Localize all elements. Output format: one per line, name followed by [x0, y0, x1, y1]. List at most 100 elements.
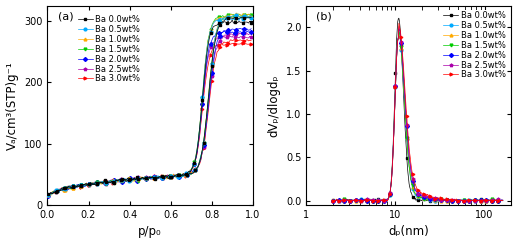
- Legend: Ba 0.0wt%, Ba 0.5wt%, Ba 1.0wt%, Ba 1.5wt%, Ba 2.0wt%, Ba 2.5wt%, Ba 3.0wt%: Ba 0.0wt%, Ba 0.5wt%, Ba 1.0wt%, Ba 1.5w…: [77, 14, 142, 85]
- Ba 2.0wt%: [431, 199, 437, 202]
- Ba 1.0wt%: [331, 199, 338, 202]
- Ba 3.0wt%: [396, 22, 402, 25]
- Line: Ba 3.0wt%: Ba 3.0wt%: [47, 37, 252, 197]
- Ba 0.5wt%: [212, 33, 219, 36]
- Ba 1.5wt%: [187, 173, 193, 175]
- Ba 0.5wt%: [474, 199, 480, 202]
- Ba 2.0wt%: [248, 27, 254, 30]
- Line: Ba 1.0wt%: Ba 1.0wt%: [331, 29, 504, 202]
- Ba 1.5wt%: [153, 174, 159, 177]
- Ba 2.0wt%: [237, 27, 244, 30]
- Ba 1.5wt%: [330, 199, 336, 202]
- Ba 2.5wt%: [396, 25, 402, 28]
- Ba 2.5wt%: [484, 199, 491, 202]
- X-axis label: dₚ(nm): dₚ(nm): [388, 225, 429, 238]
- Ba 1.0wt%: [435, 198, 441, 201]
- Ba 2.0wt%: [330, 198, 337, 201]
- Ba 3.0wt%: [330, 199, 336, 202]
- Text: (b): (b): [316, 11, 332, 21]
- Ba 0.5wt%: [248, 14, 254, 17]
- Ba 1.5wt%: [500, 199, 506, 202]
- Ba 1.5wt%: [248, 14, 254, 17]
- Ba 0.5wt%: [186, 173, 192, 175]
- Ba 3.0wt%: [160, 176, 166, 179]
- Ba 1.5wt%: [227, 12, 234, 15]
- Line: Ba 1.0wt%: Ba 1.0wt%: [47, 12, 252, 197]
- Ba 2.5wt%: [112, 181, 118, 183]
- Ba 2.0wt%: [212, 46, 219, 49]
- Ba 1.0wt%: [396, 29, 402, 31]
- Ba 1.5wt%: [435, 199, 441, 202]
- Ba 2.0wt%: [474, 199, 480, 202]
- Ba 1.0wt%: [161, 175, 167, 178]
- Ba 0.5wt%: [396, 31, 402, 34]
- Ba 0.0wt%: [396, 17, 402, 20]
- Ba 2.5wt%: [474, 199, 480, 202]
- Ba 1.5wt%: [330, 199, 337, 202]
- Ba 0.5wt%: [160, 175, 166, 178]
- Ba 1.0wt%: [127, 178, 133, 181]
- Ba 0.0wt%: [240, 15, 246, 18]
- Ba 1.0wt%: [474, 199, 480, 202]
- Ba 1.0wt%: [500, 199, 506, 202]
- Line: Ba 1.5wt%: Ba 1.5wt%: [331, 30, 504, 202]
- Ba 0.0wt%: [212, 37, 219, 40]
- Ba 2.5wt%: [431, 198, 437, 201]
- Ba 1.5wt%: [432, 199, 438, 202]
- Ba 2.5wt%: [434, 196, 440, 199]
- Ba 3.0wt%: [434, 197, 440, 200]
- Ba 2.0wt%: [151, 175, 158, 178]
- Ba 1.5wt%: [113, 178, 119, 181]
- Ba 0.0wt%: [186, 173, 192, 175]
- Ba 2.5wt%: [330, 199, 337, 202]
- Legend: Ba 0.0wt%, Ba 0.5wt%, Ba 1.0wt%, Ba 1.5wt%, Ba 2.0wt%, Ba 2.5wt%, Ba 3.0wt%: Ba 0.0wt%, Ba 0.5wt%, Ba 1.0wt%, Ba 1.5w…: [442, 10, 507, 81]
- Ba 1.5wt%: [432, 197, 438, 200]
- Line: Ba 0.5wt%: Ba 0.5wt%: [47, 13, 252, 196]
- Ba 2.5wt%: [212, 48, 219, 51]
- Ba 2.5wt%: [45, 193, 52, 196]
- Ba 2.5wt%: [240, 31, 246, 34]
- Ba 0.0wt%: [500, 199, 506, 202]
- Ba 0.5wt%: [45, 193, 52, 196]
- Line: Ba 2.5wt%: Ba 2.5wt%: [331, 25, 504, 202]
- Line: Ba 1.5wt%: Ba 1.5wt%: [47, 12, 252, 196]
- Ba 0.0wt%: [474, 199, 480, 202]
- Ba 2.0wt%: [500, 199, 506, 202]
- Ba 1.0wt%: [187, 171, 193, 174]
- Text: (a): (a): [58, 11, 73, 21]
- Ba 0.5wt%: [112, 180, 118, 183]
- Ba 3.0wt%: [212, 57, 219, 60]
- Y-axis label: Vₐ/cm³(STP)g⁻¹: Vₐ/cm³(STP)g⁻¹: [6, 61, 19, 150]
- Ba 3.0wt%: [248, 39, 254, 42]
- Ba 1.0wt%: [47, 194, 53, 197]
- Ba 0.5wt%: [233, 13, 239, 16]
- Line: Ba 3.0wt%: Ba 3.0wt%: [331, 22, 504, 202]
- Ba 1.5wt%: [214, 28, 220, 31]
- Ba 3.0wt%: [112, 181, 118, 184]
- Ba 3.0wt%: [45, 194, 52, 197]
- Ba 0.0wt%: [331, 199, 337, 202]
- Ba 2.0wt%: [396, 27, 402, 30]
- Line: Ba 2.0wt%: Ba 2.0wt%: [331, 28, 504, 202]
- Ba 1.0wt%: [153, 176, 159, 179]
- Ba 0.0wt%: [126, 180, 132, 183]
- Ba 0.5wt%: [484, 199, 491, 202]
- Ba 0.0wt%: [248, 16, 254, 19]
- Ba 0.0wt%: [330, 199, 337, 202]
- Ba 3.0wt%: [431, 197, 437, 200]
- Ba 0.0wt%: [45, 193, 52, 196]
- Ba 0.5wt%: [431, 198, 437, 201]
- Ba 3.0wt%: [500, 199, 506, 202]
- Ba 2.0wt%: [45, 194, 52, 197]
- Ba 1.5wt%: [45, 193, 52, 196]
- Ba 1.0wt%: [330, 199, 336, 202]
- Ba 1.0wt%: [240, 12, 246, 15]
- Ba 2.5wt%: [432, 197, 438, 200]
- Ba 2.0wt%: [484, 199, 491, 202]
- Ba 0.5wt%: [330, 199, 336, 202]
- Ba 3.0wt%: [432, 197, 438, 200]
- Line: Ba 0.0wt%: Ba 0.0wt%: [47, 16, 252, 196]
- Ba 2.0wt%: [186, 174, 192, 177]
- Ba 3.0wt%: [186, 173, 192, 175]
- Ba 1.0wt%: [45, 194, 52, 197]
